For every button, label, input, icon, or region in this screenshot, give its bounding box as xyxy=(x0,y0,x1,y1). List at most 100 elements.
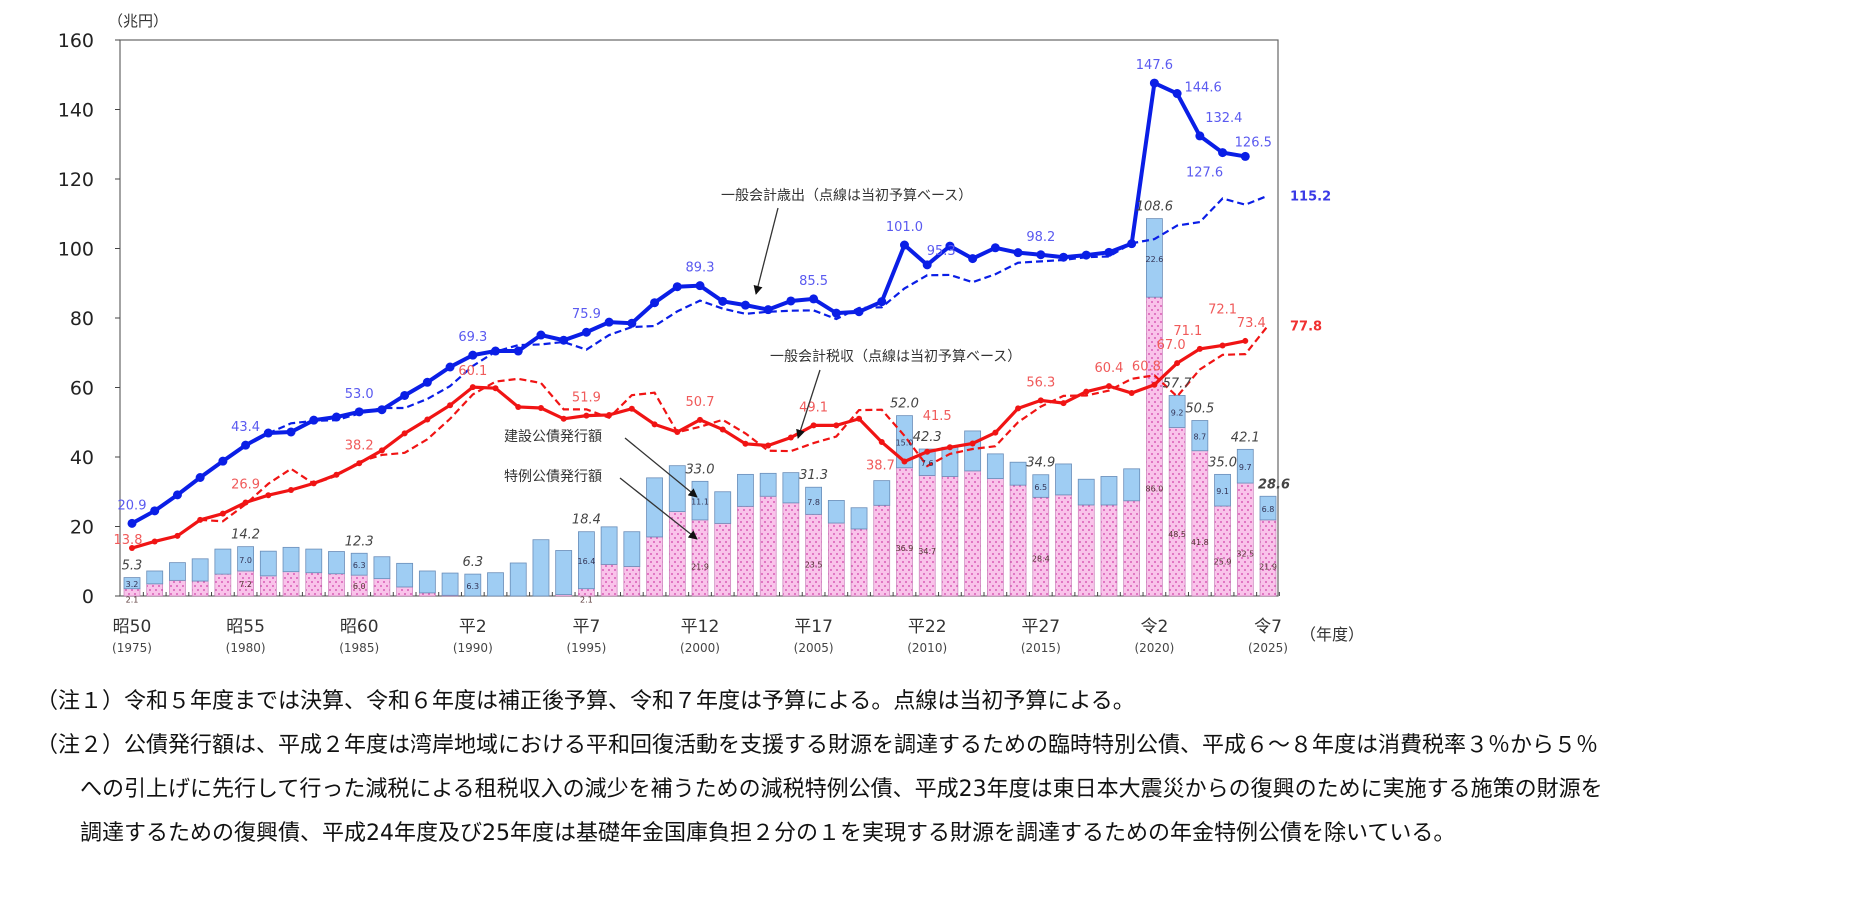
bar-special-bond xyxy=(396,586,413,597)
point-expenditure xyxy=(309,415,319,425)
construction-bond-label: 6.8 xyxy=(1262,505,1275,514)
expenditure-value-label: 98.2 xyxy=(1026,230,1055,245)
point-expenditure xyxy=(377,405,387,415)
point-tax-revenue xyxy=(401,430,408,437)
point-tax-revenue xyxy=(583,412,590,419)
tax-value-label: 56.3 xyxy=(1026,375,1055,390)
point-expenditure xyxy=(354,407,364,417)
note-1-text: 令和５年度までは決算、令和６年度は補正後予算、令和７年度は予算による。点線は当初… xyxy=(124,689,1135,714)
tax-value-label: 60.8 xyxy=(1132,360,1161,375)
bar-special-bond xyxy=(1191,450,1209,597)
bar-special-bond xyxy=(623,566,641,597)
note-2: （注２）公債発行額は、平成２年度は湾岸地域における平和回復活動を支援する財源を調… xyxy=(36,724,1856,856)
expenditure-value-label: 101.0 xyxy=(886,220,923,235)
bar-construction-bond xyxy=(896,415,913,469)
bar-special-bond xyxy=(169,580,186,597)
tax-value-label: 72.1 xyxy=(1208,302,1237,317)
point-expenditure xyxy=(1081,250,1091,260)
x-tick-year-label: (2025) xyxy=(1248,641,1288,655)
tax-value-label: 49.1 xyxy=(799,400,828,415)
bar-construction-bond xyxy=(1100,476,1118,506)
bar-special-bond xyxy=(805,514,822,597)
point-tax-revenue xyxy=(674,428,681,435)
y-tick-label: 140 xyxy=(58,100,94,122)
point-expenditure xyxy=(331,412,341,422)
construction-bond-label: 15.0 xyxy=(896,439,914,448)
x-tick-year-label: (1985) xyxy=(339,641,379,655)
bar-construction-bond xyxy=(827,500,845,524)
point-expenditure xyxy=(286,427,296,437)
point-tax-revenue xyxy=(333,471,340,478)
point-expenditure xyxy=(581,327,591,337)
point-expenditure xyxy=(172,490,182,500)
bar-construction-bond xyxy=(1055,463,1072,496)
fiscal-chart: （兆円） （年度） 0 20 40 60 80 100 120 140 160 昭50 (1975)… xyxy=(58,12,1364,655)
x-tick-year-label: (2015) xyxy=(1021,641,1061,655)
special-bond-label: 41.8 xyxy=(1191,538,1209,547)
point-tax-revenue xyxy=(878,439,885,446)
bar-special-bond xyxy=(146,583,164,597)
construction-bond-label: 16.4 xyxy=(577,557,595,566)
note-2-text-line1: 公債発行額は、平成２年度は湾岸地域における平和回復活動を支援する財源を調達するた… xyxy=(124,733,1599,758)
point-expenditure xyxy=(1240,151,1250,161)
bar-special-bond xyxy=(1236,482,1254,597)
bar-special-bond xyxy=(1259,519,1277,597)
point-expenditure xyxy=(854,307,864,317)
point-expenditure xyxy=(1127,239,1137,249)
bond-total-label: 5.3 xyxy=(122,559,143,574)
special-bond-label: 7.2 xyxy=(239,580,252,589)
construction-bond-label: 9.2 xyxy=(1171,408,1184,417)
bar-construction-bond xyxy=(441,572,459,596)
bar-construction-bond xyxy=(1236,448,1254,484)
point-expenditure xyxy=(513,346,523,356)
tax-value-label: 38.7 xyxy=(866,459,895,474)
point-tax-revenue xyxy=(469,384,476,391)
point-expenditure xyxy=(627,318,637,328)
bar-construction-bond xyxy=(237,546,255,572)
expenditure-value-label: 43.4 xyxy=(231,420,260,435)
bar-construction-bond xyxy=(623,531,641,567)
bar-construction-bond xyxy=(714,491,732,524)
special-bond-label: 32.5 xyxy=(1236,549,1254,558)
bar-construction-bond xyxy=(487,572,504,597)
point-expenditure xyxy=(740,300,750,310)
tax-value-label: 71.1 xyxy=(1173,324,1202,339)
y-tick-label: 40 xyxy=(70,447,94,469)
bar-construction-bond xyxy=(532,539,550,597)
point-tax-revenue xyxy=(197,516,204,523)
annotation-construction: 建設公債発行額 xyxy=(504,429,602,445)
x-tick-label: 昭50 xyxy=(113,617,152,637)
tax-value-label: 50.7 xyxy=(686,395,715,410)
bar-special-bond xyxy=(328,573,345,597)
construction-bond-label: 8.7 xyxy=(1193,433,1206,442)
bond-total-label: 108.6 xyxy=(1136,200,1173,215)
point-expenditure xyxy=(422,377,432,387)
bar-special-bond xyxy=(419,592,436,597)
expenditure-value-label: 69.3 xyxy=(458,330,487,345)
construction-bond-label: 9.1 xyxy=(1216,487,1229,496)
point-tax-revenue xyxy=(310,480,317,487)
point-expenditure xyxy=(650,298,660,308)
bar-construction-bond xyxy=(578,531,595,590)
point-expenditure xyxy=(400,390,410,400)
bar-special-bond xyxy=(668,511,686,597)
point-tax-revenue xyxy=(833,422,840,429)
tax-value-label: 41.5 xyxy=(923,409,952,424)
bar-construction-bond xyxy=(169,562,186,581)
bond-total-label: 33.0 xyxy=(686,462,715,477)
point-tax-revenue xyxy=(515,403,522,410)
point-tax-revenue xyxy=(288,487,295,494)
point-expenditure xyxy=(1013,248,1023,258)
x-tick-year-label: (1975) xyxy=(112,641,152,655)
bar-construction-bond xyxy=(350,552,368,576)
special-bond-label: 2.1 xyxy=(580,596,593,605)
construction-bond-label: 22.6 xyxy=(1145,255,1163,264)
bar-construction-bond xyxy=(259,550,277,577)
bar-construction-bond xyxy=(464,573,482,597)
special-bond-label: 48.5 xyxy=(1168,530,1186,539)
y-tick-label: 100 xyxy=(58,239,94,261)
point-expenditure xyxy=(1104,247,1114,257)
bar-construction-bond xyxy=(328,551,345,575)
point-tax-revenue xyxy=(492,385,499,392)
point-tax-revenue xyxy=(219,510,226,517)
